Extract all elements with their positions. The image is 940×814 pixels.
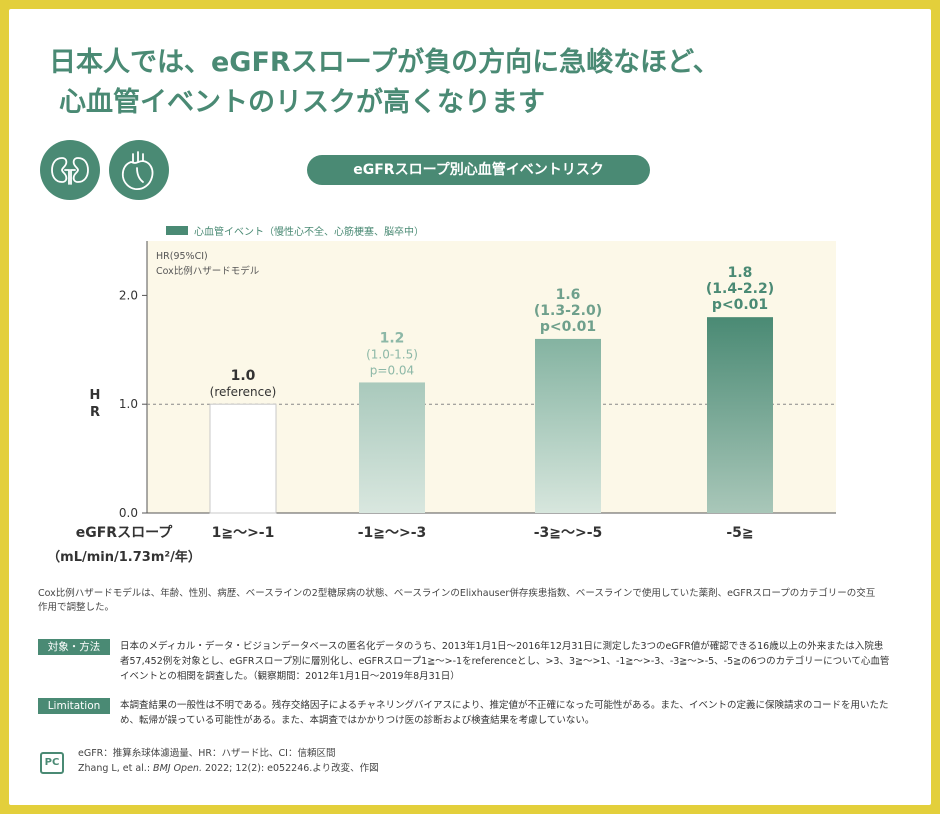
- legend-swatch: [166, 226, 188, 235]
- references: eGFR：推算糸球体濾過量、HR：ハザード比、CI：信頼区間 Zhang L, …: [78, 746, 379, 776]
- y-tick-label: 0.0: [119, 506, 138, 520]
- model-label-2: Cox比例ハザードモデル: [156, 265, 260, 277]
- legend-label: 心血管イベント（慢性心不全、心筋梗塞、脳卒中）: [194, 227, 424, 238]
- bar-p-label: p=0.04: [370, 363, 414, 377]
- bar: [707, 317, 773, 513]
- bar-ci-label: (1.4-2.2): [706, 281, 774, 297]
- bar: [209, 403, 277, 514]
- x-tick-label: -5≧: [726, 525, 753, 541]
- method-text: 日本のメディカル・データ・ビジョンデータベースの匿名化データのうち、2013年1…: [120, 641, 890, 682]
- bar-value-label: 1.2: [380, 330, 405, 346]
- x-axis-label-2: （mL/min/1.73m²/年）: [47, 549, 201, 565]
- chart-legend: 心血管イベント（慢性心不全、心筋梗塞、脳卒中）: [166, 223, 424, 238]
- bar-value-label: 1.0: [231, 368, 256, 384]
- bar: [359, 382, 425, 513]
- chart-title-pill: eGFRスロープ別心血管イベントリスク: [307, 155, 650, 185]
- title-line-2: 心血管イベントのリスクが高くなります: [59, 87, 545, 118]
- chart-labels: 1≧～>-1 1.0(reference) -1≧～>-3 1.2(1.0-1.5) p…: [210, 265, 774, 541]
- x-tick-label: -1≧～>-3: [358, 525, 427, 541]
- bar-value-label: 1.6: [556, 287, 581, 303]
- x-axis-label-1: eGFRスロープ: [76, 525, 173, 541]
- citation-journal: BMJ Open.: [153, 763, 202, 774]
- limitation-text: 本調査結果の一般性は不明である。残存交絡因子によるチャネリングバイアスにより、推…: [120, 700, 889, 726]
- chart-bars: [209, 317, 773, 514]
- limitation-tag: Limitation: [38, 698, 110, 714]
- abbreviations: eGFR：推算糸球体濾過量、HR：ハザード比、CI：信頼区間: [78, 748, 336, 759]
- y-tick-label: 2.0: [119, 288, 138, 302]
- page-title: 日本人では、eGFRスロープが負の方向に急峻なほど、 心血管イベントのリスクが高…: [49, 43, 909, 123]
- bar-ci-label: (1.0-1.5): [366, 347, 418, 361]
- title-line-1: 日本人では、eGFRスロープが負の方向に急峻なほど、: [49, 47, 720, 78]
- bar: [535, 338, 601, 513]
- pc-logo: PC: [40, 752, 64, 774]
- method-tag: 対象・方法: [38, 639, 110, 655]
- bar-ci-label: (1.3-2.0): [534, 303, 602, 319]
- y-axis-label-2: R: [90, 405, 100, 420]
- bar-ci-label: (reference): [210, 385, 277, 399]
- y-tick-label: 1.0: [119, 397, 138, 411]
- bar-p-label: p<0.01: [540, 319, 596, 335]
- kidneys-icon: [40, 140, 100, 200]
- bar-p-label: p<0.01: [712, 297, 768, 313]
- y-axis-label-1: H: [90, 388, 101, 403]
- citation-author: Zhang L, et al.:: [78, 763, 154, 774]
- bar-value-label: 1.8: [728, 265, 753, 281]
- heart-icon: [109, 140, 169, 200]
- x-tick-label: 1≧～>-1: [212, 525, 275, 541]
- adjustment-footnote: Cox比例ハザードモデルは、年齢、性別、病歴、ベースラインの2型糖尿病の状態、ベ…: [38, 588, 876, 613]
- model-label-1: HR(95%CI): [156, 251, 208, 262]
- bar-chart: 0.01.02.0 1≧～>-11.0(reference)-1≧～>-31.2…: [47, 241, 836, 565]
- citation: Zhang L, et al.: BMJ Open. 2022; 12(2): …: [78, 761, 379, 776]
- x-tick-label: -3≧～>-5: [534, 525, 603, 541]
- citation-rest: 2022; 12(2): e052246.より改変、作図: [201, 763, 379, 774]
